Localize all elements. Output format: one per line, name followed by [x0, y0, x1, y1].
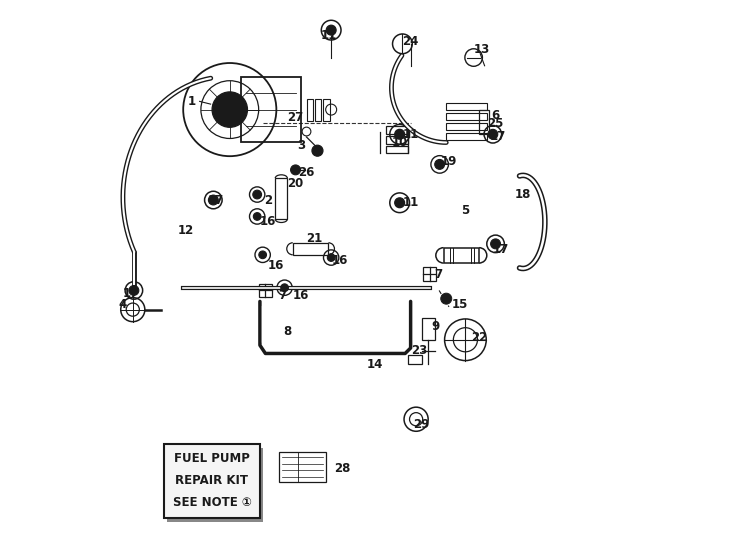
Bar — [292, 243, 328, 255]
Text: 17: 17 — [493, 243, 509, 256]
Text: 13: 13 — [474, 43, 490, 56]
Text: 11: 11 — [403, 128, 418, 141]
Text: 15: 15 — [452, 298, 468, 311]
Text: 24: 24 — [403, 35, 418, 48]
Text: 28: 28 — [334, 462, 350, 475]
Bar — [446, 103, 488, 110]
Circle shape — [488, 129, 498, 139]
Text: 16: 16 — [268, 259, 284, 272]
Text: 7: 7 — [434, 267, 442, 281]
Circle shape — [254, 213, 261, 220]
Bar — [422, 318, 435, 340]
Circle shape — [212, 92, 248, 127]
Text: 8: 8 — [284, 325, 292, 338]
Bar — [164, 444, 260, 518]
Circle shape — [490, 239, 500, 249]
Text: 29: 29 — [413, 418, 430, 431]
Text: FUEL PUMP: FUEL PUMP — [174, 453, 250, 465]
Circle shape — [259, 251, 266, 259]
Circle shape — [394, 198, 404, 208]
Text: 5: 5 — [461, 204, 470, 218]
Text: 11: 11 — [403, 196, 418, 209]
Text: 26: 26 — [298, 166, 315, 179]
Bar — [279, 452, 326, 482]
Text: 19: 19 — [441, 155, 458, 168]
Circle shape — [441, 293, 452, 304]
Text: 27: 27 — [287, 111, 304, 124]
Text: 25: 25 — [488, 117, 504, 130]
Bar — [386, 126, 408, 134]
Bar — [443, 248, 479, 263]
Text: 1: 1 — [188, 95, 196, 108]
Text: 9: 9 — [431, 319, 439, 333]
Text: 21: 21 — [307, 232, 322, 245]
Bar — [446, 123, 488, 130]
Bar — [479, 110, 489, 134]
Text: REPAIR KIT: REPAIR KIT — [176, 475, 248, 487]
Text: 20: 20 — [287, 177, 304, 190]
Text: 16: 16 — [260, 215, 276, 229]
Bar — [307, 99, 313, 121]
Circle shape — [253, 190, 262, 199]
Text: SEE NOTE ①: SEE NOTE ① — [172, 496, 251, 509]
Text: 17: 17 — [490, 130, 506, 144]
Circle shape — [394, 129, 404, 139]
Text: 4: 4 — [118, 298, 127, 311]
Bar — [386, 146, 408, 153]
Text: 16: 16 — [332, 254, 347, 267]
Circle shape — [209, 195, 218, 205]
Text: 16: 16 — [292, 289, 309, 302]
Bar — [423, 267, 436, 281]
Text: 14: 14 — [367, 358, 383, 371]
Circle shape — [280, 284, 289, 292]
Circle shape — [312, 145, 323, 156]
Circle shape — [326, 25, 336, 35]
Circle shape — [435, 159, 445, 169]
Text: 7: 7 — [278, 289, 286, 302]
Bar — [323, 99, 329, 121]
Text: 12: 12 — [178, 224, 194, 237]
Text: 17: 17 — [123, 287, 140, 300]
Circle shape — [290, 165, 301, 175]
Text: 17: 17 — [208, 193, 224, 207]
Bar — [315, 99, 321, 121]
Circle shape — [327, 254, 335, 261]
Text: 23: 23 — [411, 344, 427, 357]
Text: 10: 10 — [392, 136, 408, 149]
Bar — [446, 113, 488, 120]
Bar — [259, 284, 272, 297]
Bar — [275, 178, 287, 219]
Bar — [446, 133, 488, 140]
Text: 18: 18 — [514, 188, 531, 201]
Bar — [386, 136, 408, 144]
Text: 2: 2 — [264, 193, 272, 207]
Text: 22: 22 — [471, 330, 488, 344]
Bar — [408, 355, 422, 364]
Text: 3: 3 — [297, 139, 305, 152]
Circle shape — [129, 286, 139, 295]
Bar — [241, 77, 301, 142]
Text: 11: 11 — [320, 29, 337, 42]
Text: 6: 6 — [491, 109, 500, 122]
Bar — [167, 448, 263, 522]
